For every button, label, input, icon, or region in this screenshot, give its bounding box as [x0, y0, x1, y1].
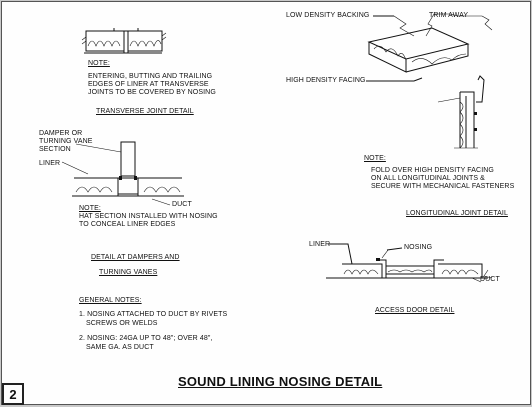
- access-door-nosing-label: NOSING: [404, 244, 433, 251]
- damper-liner-label: LINER: [39, 160, 61, 167]
- transverse-detail-title: TRANSVERSE JOINT DETAIL: [96, 108, 194, 115]
- damper-note-label: NOTE:: [79, 205, 101, 212]
- damper-detail-title-line-1: DETAIL AT DAMPERS AND: [91, 254, 180, 261]
- sheet-title: SOUND LINING NOSING DETAIL: [178, 374, 383, 389]
- transverse-note-line-2: EDGES OF LINER AT TRANSVERSE: [88, 81, 209, 88]
- transverse-note-line-1: ENTERING, BUTTING AND TRAILING: [88, 73, 213, 80]
- general-notes-title: GENERAL NOTES:: [79, 297, 142, 304]
- transverse-joint-graphic: [81, 28, 167, 54]
- general-note-2-line-1: 2. NOSING: 24GA UP TO 48"; OVER 48",: [79, 335, 213, 342]
- longitudinal-joint-graphic: [366, 13, 493, 149]
- general-note-1-line-2: SCREWS OR WELDS: [86, 320, 158, 327]
- longitudinal-note-line-3: SECURE WITH MECHANICAL FASTENERS: [371, 183, 515, 190]
- high-density-facing-label: HIGH DENSITY FACING: [286, 77, 366, 84]
- low-density-backing-label: LOW DENSITY BACKING: [286, 12, 370, 19]
- transverse-note-line-3: JOINTS TO BE COVERED BY NOSING: [88, 89, 216, 96]
- longitudinal-note-line-1: FOLD OVER HIGH DENSITY FACING: [371, 167, 494, 174]
- trim-away-label: TRIM AWAY: [429, 12, 469, 19]
- damper-callout-line-1: DAMPER OR: [39, 130, 83, 137]
- sheet-number-box: 2: [2, 383, 24, 405]
- general-note-2-line-2: SAME GA. AS DUCT: [86, 344, 154, 351]
- access-door-liner-label: LINER: [309, 241, 331, 248]
- transverse-note-label: NOTE:: [88, 60, 110, 67]
- damper-detail-title-line-2: TURNING VANES: [99, 269, 158, 276]
- damper-duct-label: DUCT: [172, 201, 192, 208]
- damper-callout-line-2: TURNING VANE: [39, 138, 93, 145]
- damper-note-line-1: HAT SECTION INSTALLED WITH NOSING: [79, 213, 218, 220]
- access-door-duct-label: DUCT: [480, 276, 500, 283]
- damper-note-line-2: TO CONCEAL LINER EDGES: [79, 221, 176, 228]
- longitudinal-note-line-2: ON ALL LONGITUDINAL JOINTS &: [371, 175, 485, 182]
- general-note-1-line-1: 1. NOSING ATTACHED TO DUCT BY RIVETS: [79, 311, 228, 318]
- access-door-detail-title: ACCESS DOOR DETAIL: [375, 307, 455, 314]
- longitudinal-detail-title: LONGITUDINAL JOINT DETAIL: [406, 210, 508, 217]
- damper-callout-line-3: SECTION: [39, 146, 71, 153]
- damper-detail-graphic: [61, 141, 184, 206]
- access-door-graphic: [326, 243, 493, 283]
- longitudinal-note-label: NOTE:: [364, 155, 386, 162]
